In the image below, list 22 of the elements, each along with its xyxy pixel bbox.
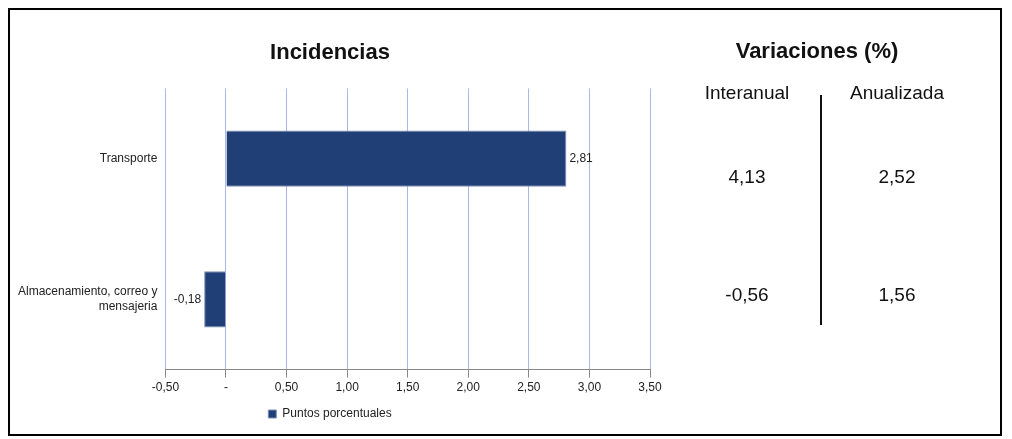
text: 1,56: [877, 284, 917, 306]
text: 4,13: [727, 166, 767, 188]
x-tick-label: 3,00: [577, 380, 602, 395]
x-tick-label: 2,00: [456, 380, 481, 395]
chart-title: Incidencias: [270, 39, 390, 65]
text: Anualizada: [849, 82, 945, 104]
x-tick-label: 0,50: [274, 380, 299, 395]
data-label: 2,81: [569, 151, 594, 166]
y-tick-label: Transporte: [99, 151, 158, 166]
legend-label: Puntos porcentuales: [282, 406, 392, 421]
x-tick-label: 1,00: [335, 380, 360, 395]
x-tick-label: -: [223, 380, 228, 395]
text: -0,56: [724, 284, 770, 306]
text: 2,52: [877, 166, 917, 188]
data-label: -0,18: [173, 291, 202, 306]
text: Variaciones (%): [734, 38, 900, 64]
x-tick-label: 3,50: [638, 380, 662, 395]
x-tick-label: -0,50: [151, 380, 180, 395]
x-tick-label: 2,50: [517, 380, 541, 395]
x-tick-label: 1,50: [396, 380, 420, 395]
y-tick-label: Almacenamiento, correo y mensajeria: [17, 284, 158, 313]
text: Interanual: [703, 82, 791, 104]
